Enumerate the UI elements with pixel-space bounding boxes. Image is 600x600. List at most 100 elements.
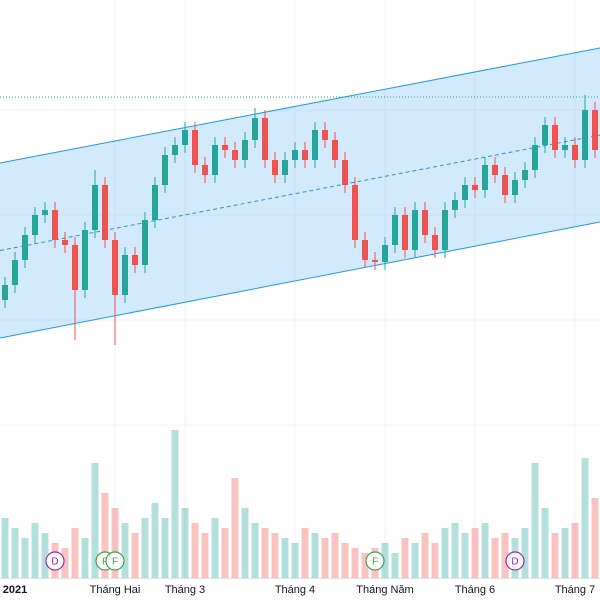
- volume-bar: [21, 538, 29, 578]
- volume-bar: [541, 508, 549, 578]
- volume-bar: [451, 523, 459, 578]
- candle-body: [302, 150, 308, 160]
- candle-body: [342, 160, 348, 185]
- candle-body: [32, 215, 38, 235]
- candle-body: [82, 230, 88, 290]
- volume-bar: [231, 478, 239, 578]
- event-marker: [45, 551, 65, 571]
- volume-bar: [321, 538, 329, 578]
- candle-body: [222, 145, 228, 150]
- volume-bar: [271, 533, 279, 578]
- volume-bar: [251, 523, 259, 578]
- candle-body: [592, 110, 598, 150]
- candle-body: [552, 125, 558, 150]
- volume-bar: [281, 538, 289, 578]
- volume-bar: [221, 528, 229, 578]
- volume-bar: [471, 528, 479, 578]
- candle-body: [182, 130, 188, 145]
- candle-body: [162, 155, 168, 185]
- volume-bar: [61, 548, 69, 578]
- candle-body: [362, 240, 368, 260]
- volume-bar: [361, 553, 369, 578]
- candle-body: [522, 170, 528, 180]
- volume-bar: [11, 528, 19, 578]
- x-tick-label: Tháng 6: [455, 584, 495, 596]
- volume-bar: [521, 528, 529, 578]
- volume-bar: [421, 533, 429, 578]
- candle-body: [62, 240, 68, 245]
- event-label: D: [511, 557, 518, 568]
- volume-bar: [111, 508, 119, 578]
- x-tick-label: Tháng 3: [165, 584, 205, 596]
- candle-body: [12, 260, 18, 285]
- x-tick-label: Tháng Hai: [90, 584, 141, 596]
- volume-bar: [481, 523, 489, 578]
- volume-bar: [381, 543, 389, 578]
- event-label: D: [51, 557, 58, 568]
- volume-bar: [301, 528, 309, 578]
- volume-bar: [31, 523, 39, 578]
- candle-body: [442, 210, 448, 250]
- candle-body: [542, 125, 548, 145]
- volume-bar: [41, 533, 49, 578]
- volume-bar: [211, 518, 219, 578]
- volume-bar: [91, 463, 99, 578]
- volume-bar: [461, 533, 469, 578]
- candle-body: [132, 255, 138, 265]
- x-tick-label: 2021: [3, 584, 27, 596]
- volume-bar: [531, 463, 539, 578]
- volume-bar: [431, 543, 439, 578]
- candle-body: [482, 165, 488, 190]
- event-marker: [505, 551, 525, 571]
- volume-bar: [171, 430, 179, 578]
- candle-body: [212, 145, 218, 175]
- candle-body: [532, 145, 538, 170]
- candle-body: [472, 185, 478, 190]
- volume-bar: [311, 533, 319, 578]
- volume-bar: [1, 518, 9, 578]
- candle-body: [242, 140, 248, 160]
- volume-bar: [571, 523, 579, 578]
- volume-bar: [391, 553, 399, 578]
- volume-bar: [181, 508, 189, 578]
- volume-bar: [401, 538, 409, 578]
- channel-area: [0, 48, 600, 338]
- channel-mid: [0, 134, 600, 251]
- candle-body: [402, 215, 408, 250]
- candle-body: [252, 118, 258, 140]
- candle-body: [172, 145, 178, 155]
- candle-body: [262, 118, 268, 160]
- candle-body: [422, 210, 428, 235]
- candle-body: [582, 110, 588, 160]
- candle-body: [52, 210, 58, 240]
- candle-body: [272, 160, 278, 175]
- candle-body: [102, 185, 108, 240]
- candle-body: [352, 185, 358, 240]
- volume-bar: [161, 518, 169, 578]
- volume-bar: [191, 523, 199, 578]
- candle-body: [42, 210, 48, 215]
- candle-body: [142, 220, 148, 265]
- volume-bar: [591, 498, 599, 578]
- x-tick-label: Tháng Năm: [356, 584, 413, 596]
- candle-body: [92, 185, 98, 230]
- volume-bar: [141, 518, 149, 578]
- candle-body: [332, 140, 338, 160]
- candle-body: [372, 260, 378, 262]
- event-label: F: [112, 557, 118, 568]
- candle-body: [502, 175, 508, 195]
- candle-body: [562, 145, 568, 150]
- x-tick-label: Tháng 7: [555, 584, 595, 596]
- volume-bar: [241, 508, 249, 578]
- candle-body: [512, 180, 518, 195]
- volume-bar: [101, 493, 109, 578]
- candle-body: [202, 165, 208, 175]
- volume-bar: [351, 548, 359, 578]
- volume-bar: [71, 528, 79, 578]
- candle-body: [112, 240, 118, 295]
- channel-lower: [0, 221, 600, 339]
- x-tick-label: Tháng 4: [275, 584, 315, 596]
- volume-bar: [81, 538, 89, 578]
